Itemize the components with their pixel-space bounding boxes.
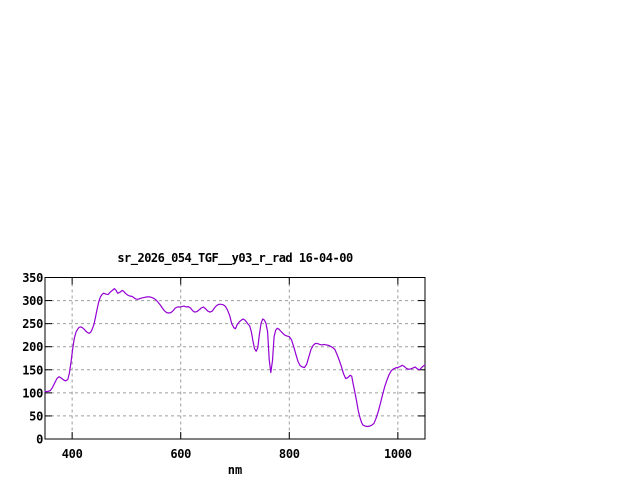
y-tick-label: 300 — [22, 294, 43, 308]
x-tick-label: 800 — [279, 447, 300, 461]
y-tick-label: 350 — [22, 271, 43, 285]
x-axis-label: nm — [227, 463, 243, 477]
series-line — [44, 288, 426, 428]
x-tick-label: 1000 — [384, 447, 412, 461]
chart-title: sr_2026_054_TGF__y03_r_rad 16-04-00 — [117, 251, 353, 265]
x-tick-label: 600 — [170, 447, 191, 461]
y-tick-label: 50 — [29, 409, 43, 423]
plot-border — [44, 277, 426, 440]
y-tick-label: 250 — [22, 317, 43, 331]
y-tick-label: 0 — [36, 433, 43, 447]
y-tick-label: 200 — [22, 340, 43, 354]
x-tick-label: 400 — [62, 447, 83, 461]
y-tick-label: 100 — [22, 386, 43, 400]
y-tick-label: 150 — [22, 363, 43, 377]
